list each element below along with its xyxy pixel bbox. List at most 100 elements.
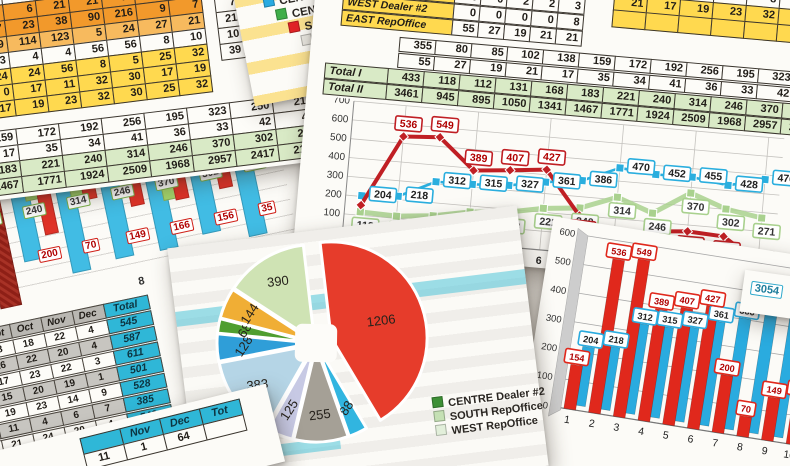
svg-text:218: 218 <box>410 189 429 202</box>
table-cell: 172 <box>613 55 652 74</box>
monthly-data-grid: 1419123330151316134532362121451351152723… <box>0 0 214 121</box>
svg-text:100: 100 <box>323 207 341 219</box>
svg-text:7: 7 <box>711 437 719 450</box>
table-cell: 35 <box>576 68 615 87</box>
table-cell: 34 <box>612 71 651 90</box>
table-cell: 21 <box>504 62 543 81</box>
svg-text:204: 204 <box>374 188 393 201</box>
table-cell: 2957 <box>743 115 783 135</box>
svg-text:312: 312 <box>448 174 467 187</box>
svg-text:300: 300 <box>326 169 344 181</box>
svg-text:70: 70 <box>740 403 752 414</box>
svg-text:361: 361 <box>557 175 576 188</box>
svg-text:2: 2 <box>588 417 596 430</box>
legend-color-swatch-icon <box>434 423 448 437</box>
table-cell: 1467 <box>564 99 603 119</box>
svg-text:407: 407 <box>679 295 696 307</box>
svg-text:400: 400 <box>550 284 567 297</box>
table-cell: 1050 <box>492 93 532 113</box>
table-cell: 17 <box>540 65 579 84</box>
table-cell: 1771 <box>600 102 639 122</box>
svg-text:327: 327 <box>521 178 540 191</box>
svg-text:200: 200 <box>540 341 557 354</box>
table-cell: 192 <box>649 58 688 78</box>
table-cell: 55 <box>451 19 480 38</box>
x-tick <box>32 298 76 307</box>
dealer-office-table: WEST Dealer #100223WEST Dealer #200008EA… <box>340 0 586 47</box>
svg-text:6: 6 <box>535 255 542 267</box>
svg-text:600: 600 <box>559 227 576 240</box>
x-tick <box>76 289 120 298</box>
table-cell: 256 <box>685 61 724 81</box>
paper-3d-bar-chart: 600 500 400 300 200 100 0 204 154 1 218 536 2 312 549 3… <box>514 216 790 466</box>
svg-text:6: 6 <box>687 433 695 446</box>
svg-text:204: 204 <box>582 334 600 346</box>
svg-text:370: 370 <box>686 200 705 213</box>
table-cell: 27 <box>476 21 506 40</box>
svg-text:1: 1 <box>563 414 571 427</box>
svg-text:390: 390 <box>266 272 289 290</box>
table-cell <box>611 9 647 31</box>
svg-text:427: 427 <box>543 151 562 164</box>
red-blue-3d-bar-chart: 600 500 400 300 200 100 0 204 154 1 218 536 2 312 549 3… <box>519 221 790 466</box>
svg-text:700: 700 <box>333 96 351 107</box>
table-cell: 2417 <box>779 118 790 138</box>
table-cell: 1341 <box>528 96 567 116</box>
svg-text:8: 8 <box>736 441 744 454</box>
svg-text:255: 255 <box>308 406 331 424</box>
table-cell: 30 <box>111 83 148 105</box>
svg-text:327: 327 <box>687 314 704 326</box>
svg-text:246: 246 <box>648 221 667 234</box>
svg-text:200: 200 <box>325 188 343 200</box>
table-cell <box>709 17 746 39</box>
table-cell: 41 <box>648 74 687 93</box>
bar-value-label: 35 <box>257 200 277 217</box>
table-cell: 102 <box>505 46 545 65</box>
legend-color-swatch-icon <box>274 7 288 21</box>
table-cell: 19 <box>468 59 507 78</box>
table-cell: 32 <box>177 75 214 97</box>
svg-text:476: 476 <box>777 172 790 185</box>
table-cell: 36 <box>683 77 723 97</box>
svg-text:312: 312 <box>637 311 654 323</box>
svg-text:4: 4 <box>637 425 645 438</box>
svg-text:271: 271 <box>757 225 776 238</box>
svg-text:218: 218 <box>608 334 625 346</box>
svg-text:315: 315 <box>484 177 503 190</box>
svg-text:3: 3 <box>613 421 621 434</box>
table-cell: 945 <box>421 87 460 107</box>
svg-text:400: 400 <box>328 151 346 163</box>
table-cell: 23 <box>46 91 83 113</box>
table-cell: 159 <box>577 52 616 71</box>
svg-text:427: 427 <box>704 293 721 305</box>
table-cell: 33 <box>719 81 758 100</box>
svg-text:10: 10 <box>783 448 790 462</box>
table-cell: 55 <box>397 52 436 71</box>
table-cell: 32 <box>79 87 116 109</box>
svg-text:600: 600 <box>331 113 349 125</box>
svg-text:389: 389 <box>469 152 488 165</box>
table-cell: 27 <box>432 55 472 75</box>
svg-text:428: 428 <box>740 178 759 191</box>
table-cell <box>677 15 713 36</box>
legend-color-swatch-icon <box>287 20 301 34</box>
table-cell: 80 <box>434 40 473 59</box>
table-cell: 21 <box>528 26 558 45</box>
svg-text:5: 5 <box>662 429 670 442</box>
svg-text:361: 361 <box>713 309 730 321</box>
svg-text:302: 302 <box>721 216 740 229</box>
table-cell: 138 <box>541 49 581 68</box>
svg-text:1206: 1206 <box>366 311 397 329</box>
svg-text:452: 452 <box>668 167 687 180</box>
svg-text:100: 100 <box>536 370 553 383</box>
svg-text:314: 314 <box>613 205 632 218</box>
table-cell <box>742 20 779 42</box>
legend-color-swatch-icon <box>431 396 444 409</box>
x-tick <box>0 308 32 317</box>
table-cell: 19 <box>502 23 532 43</box>
table-cell: 25 <box>775 23 790 45</box>
table-cell: 195 <box>721 65 760 84</box>
table-cell: 19 <box>13 95 50 117</box>
svg-text:455: 455 <box>704 170 723 183</box>
